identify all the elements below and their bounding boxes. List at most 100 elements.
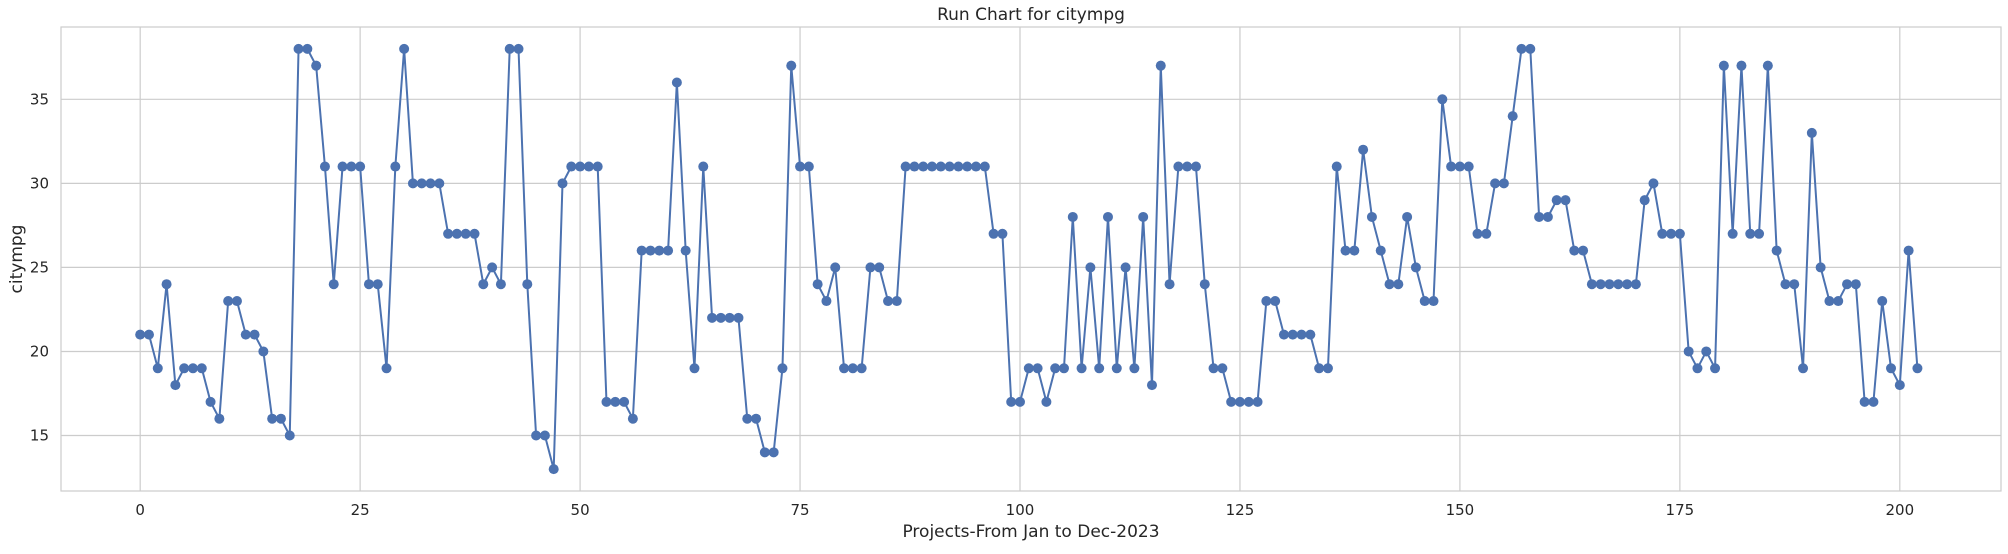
data-point — [1745, 228, 1756, 239]
data-point — [865, 262, 876, 273]
data-point — [1085, 262, 1096, 273]
data-point — [830, 262, 841, 273]
data-point — [1305, 329, 1316, 340]
data-point — [1331, 161, 1342, 172]
data-point — [680, 245, 691, 256]
data-point — [742, 413, 753, 424]
data-point — [962, 161, 973, 172]
data-point — [1727, 228, 1738, 239]
data-point — [284, 430, 295, 441]
data-point — [1349, 245, 1360, 256]
data-point — [1182, 161, 1193, 172]
data-point — [971, 161, 982, 172]
data-point — [1868, 396, 1879, 407]
data-point — [443, 228, 454, 239]
x-axis-label: Projects-From Jan to Dec-2023 — [902, 522, 1159, 542]
data-point — [1463, 161, 1474, 172]
data-point — [1261, 296, 1272, 307]
data-point — [592, 161, 603, 172]
data-point — [1358, 144, 1369, 155]
data-point — [927, 161, 938, 172]
data-point — [1534, 211, 1545, 222]
data-point — [548, 464, 559, 475]
data-point — [161, 279, 172, 290]
data-point — [1595, 279, 1606, 290]
data-point — [1006, 396, 1017, 407]
data-point — [1815, 262, 1826, 273]
data-point — [1314, 363, 1325, 374]
y-axis-label: citympg — [7, 225, 27, 294]
data-point — [1903, 245, 1914, 256]
data-point — [1111, 363, 1122, 374]
data-point — [1217, 363, 1228, 374]
data-point — [416, 178, 427, 189]
data-point — [1894, 380, 1905, 391]
data-point — [988, 228, 999, 239]
data-point — [557, 178, 568, 189]
data-point — [795, 161, 806, 172]
data-point — [1718, 60, 1729, 71]
data-point — [1287, 329, 1298, 340]
series-points — [135, 43, 1923, 475]
data-point — [311, 60, 322, 71]
data-point — [319, 161, 330, 172]
data-point — [346, 161, 357, 172]
data-point — [363, 279, 374, 290]
plot-frame — [60, 26, 2002, 492]
data-point — [1754, 228, 1765, 239]
data-point — [900, 161, 911, 172]
data-point — [495, 279, 506, 290]
data-point — [504, 43, 515, 54]
data-point — [1648, 178, 1659, 189]
data-point — [267, 413, 278, 424]
data-point — [583, 161, 594, 172]
data-point — [856, 363, 867, 374]
y-tick-label: 20 — [30, 342, 49, 360]
data-point — [1050, 363, 1061, 374]
data-point — [1560, 195, 1571, 206]
x-tick-label: 150 — [1446, 501, 1475, 519]
data-point — [487, 262, 498, 273]
data-point — [918, 161, 929, 172]
data-point — [1842, 279, 1853, 290]
data-point — [874, 262, 885, 273]
data-point — [689, 363, 700, 374]
data-point — [786, 60, 797, 71]
data-point — [1780, 279, 1791, 290]
data-point — [803, 161, 814, 172]
data-point — [460, 228, 471, 239]
data-point — [1886, 363, 1897, 374]
data-point — [645, 245, 656, 256]
data-point — [451, 228, 462, 239]
data-point — [170, 380, 181, 391]
x-tick-label: 100 — [1006, 501, 1035, 519]
data-point — [135, 329, 146, 340]
data-point — [1542, 211, 1553, 222]
x-tick-label: 0 — [135, 501, 145, 519]
data-point — [1630, 279, 1641, 290]
data-point — [1604, 279, 1615, 290]
y-tick-label: 15 — [30, 427, 49, 445]
y-tick-label: 25 — [30, 258, 49, 276]
data-point — [240, 329, 251, 340]
data-point — [1507, 111, 1518, 122]
data-point — [1639, 195, 1650, 206]
data-point — [724, 312, 735, 323]
data-point — [1419, 296, 1430, 307]
data-point — [539, 430, 550, 441]
data-point — [654, 245, 665, 256]
data-point — [1393, 279, 1404, 290]
data-point — [1129, 363, 1140, 374]
data-point — [1410, 262, 1421, 273]
data-point — [425, 178, 436, 189]
data-point — [1208, 363, 1219, 374]
data-point — [1798, 363, 1809, 374]
data-point — [1173, 161, 1184, 172]
data-point — [1322, 363, 1333, 374]
data-point — [671, 77, 682, 88]
data-point — [733, 312, 744, 323]
data-point — [390, 161, 401, 172]
data-point — [1252, 396, 1263, 407]
data-point — [328, 279, 339, 290]
data-point — [275, 413, 286, 424]
